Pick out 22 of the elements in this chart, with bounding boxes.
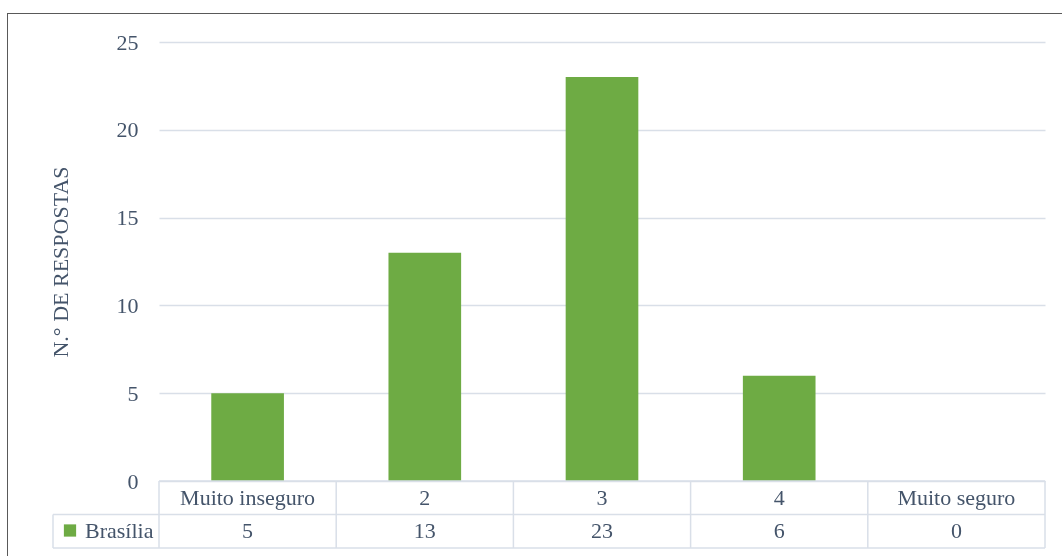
legend-label: Brasília <box>85 517 154 543</box>
y-tick-label: 15 <box>116 205 139 231</box>
data-label: 23 <box>591 518 613 544</box>
y-tick-label: 10 <box>116 292 139 318</box>
data-label: 5 <box>242 518 254 544</box>
y-tick-label: 25 <box>116 29 139 55</box>
data-label: 6 <box>773 518 785 544</box>
x-tick-label: 4 <box>773 485 785 511</box>
y-tick-label: 20 <box>116 117 139 143</box>
x-tick-label: 3 <box>596 485 608 511</box>
x-tick-label: Muito inseguro <box>180 485 316 511</box>
data-label: 13 <box>413 518 436 544</box>
x-tick-label: Muito seguro <box>897 485 1016 511</box>
y-axis-title: N.° DE RESPOSTAS <box>47 166 73 358</box>
data-label: 0 <box>950 518 962 544</box>
y-tick-label: 0 <box>127 468 139 494</box>
bar <box>565 77 639 481</box>
bar <box>742 375 816 481</box>
bar <box>211 393 284 481</box>
y-tick-label: 5 <box>127 380 139 406</box>
x-tick-label: 2 <box>419 485 431 511</box>
bar <box>388 252 462 481</box>
